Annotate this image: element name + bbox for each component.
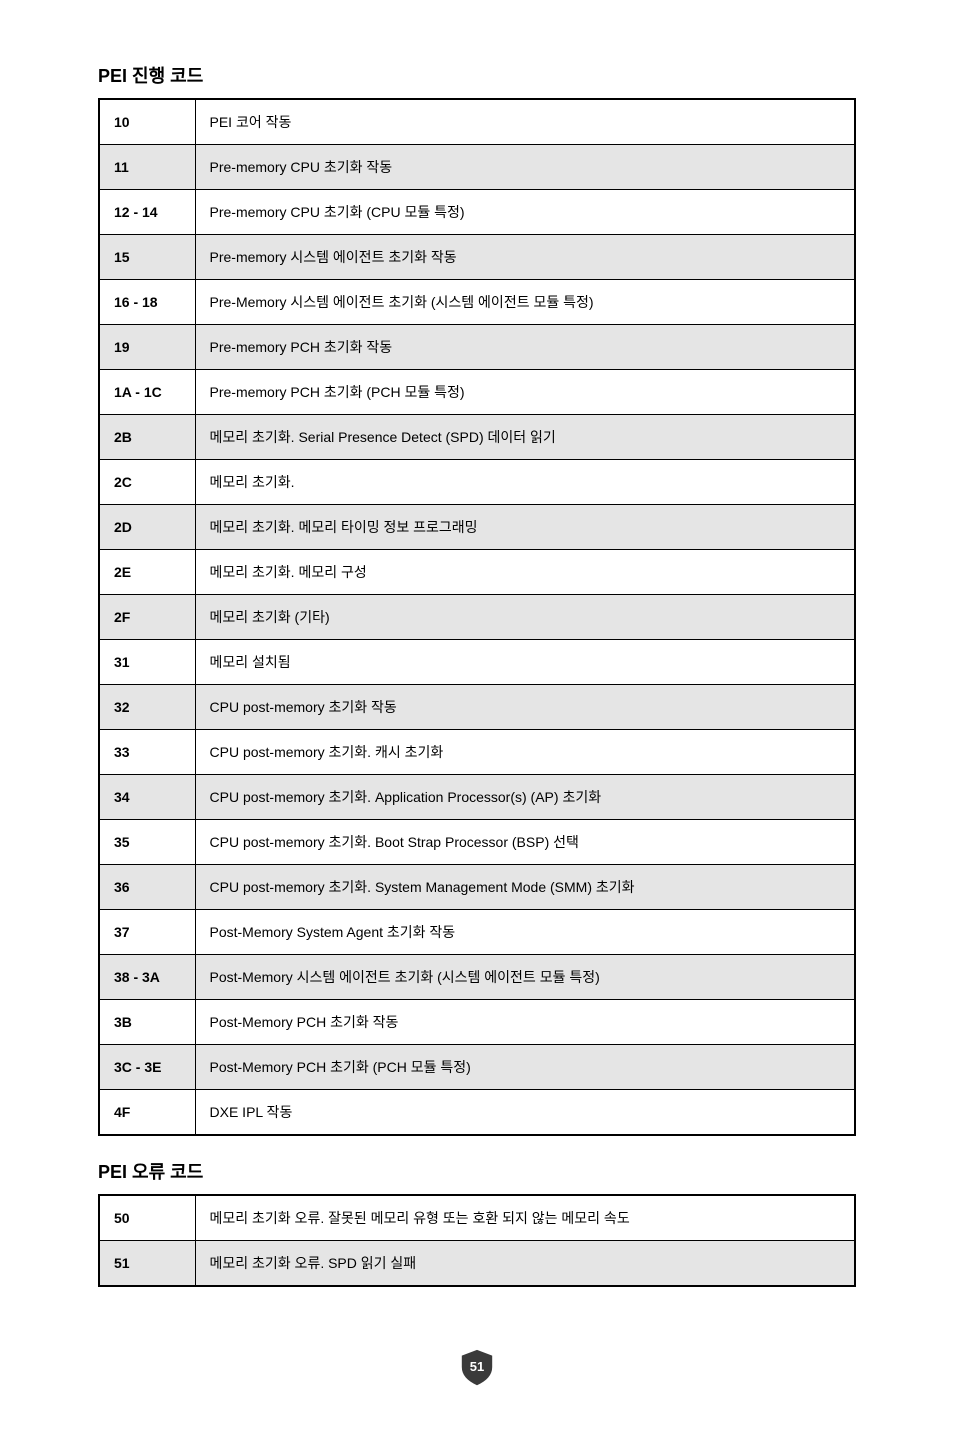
desc-cell: Pre-Memory 시스템 에이전트 초기화 (시스템 에이전트 모듈 특정): [195, 280, 855, 325]
desc-cell: 메모리 초기화 오류. SPD 읽기 실패: [195, 1241, 855, 1287]
code-cell: 4F: [99, 1090, 195, 1136]
table-row: 38 - 3APost-Memory 시스템 에이전트 초기화 (시스템 에이전…: [99, 955, 855, 1000]
table-row: 2E메모리 초기화. 메모리 구성: [99, 550, 855, 595]
code-cell: 33: [99, 730, 195, 775]
desc-cell: 메모리 초기화 오류. 잘못된 메모리 유형 또는 호환 되지 않는 메모리 속…: [195, 1195, 855, 1241]
pei-error-title: PEI 오류 코드: [98, 1158, 856, 1184]
desc-cell: Pre-memory CPU 초기화 (CPU 모듈 특정): [195, 190, 855, 235]
pei-error-tbody: 50메모리 초기화 오류. 잘못된 메모리 유형 또는 호환 되지 않는 메모리…: [99, 1195, 855, 1286]
desc-cell: DXE IPL 작동: [195, 1090, 855, 1136]
code-cell: 51: [99, 1241, 195, 1287]
code-cell: 2B: [99, 415, 195, 460]
code-cell: 2E: [99, 550, 195, 595]
code-cell: 50: [99, 1195, 195, 1241]
table-row: 1A - 1CPre-memory PCH 초기화 (PCH 모듈 특정): [99, 370, 855, 415]
code-cell: 1A - 1C: [99, 370, 195, 415]
desc-cell: 메모리 설치됨: [195, 640, 855, 685]
table-row: 4FDXE IPL 작동: [99, 1090, 855, 1136]
table-row: 33CPU post-memory 초기화. 캐시 초기화: [99, 730, 855, 775]
table-row: 37Post-Memory System Agent 초기화 작동: [99, 910, 855, 955]
code-cell: 2D: [99, 505, 195, 550]
desc-cell: 메모리 초기화.: [195, 460, 855, 505]
code-cell: 2F: [99, 595, 195, 640]
code-cell: 35: [99, 820, 195, 865]
table-row: 3BPost-Memory PCH 초기화 작동: [99, 1000, 855, 1045]
table-row: 16 - 18Pre-Memory 시스템 에이전트 초기화 (시스템 에이전트…: [99, 280, 855, 325]
desc-cell: Post-Memory System Agent 초기화 작동: [195, 910, 855, 955]
code-cell: 16 - 18: [99, 280, 195, 325]
desc-cell: Post-Memory 시스템 에이전트 초기화 (시스템 에이전트 모듈 특정…: [195, 955, 855, 1000]
desc-cell: 메모리 초기화 (기타): [195, 595, 855, 640]
desc-cell: 메모리 초기화. 메모리 구성: [195, 550, 855, 595]
table-row: 34CPU post-memory 초기화. Application Proce…: [99, 775, 855, 820]
code-cell: 10: [99, 99, 195, 145]
desc-cell: PEI 코어 작동: [195, 99, 855, 145]
table-row: 35CPU post-memory 초기화. Boot Strap Proces…: [99, 820, 855, 865]
table-row: 15Pre-memory 시스템 에이전트 초기화 작동: [99, 235, 855, 280]
code-cell: 2C: [99, 460, 195, 505]
table-row: 19Pre-memory PCH 초기화 작동: [99, 325, 855, 370]
table-row: 3C - 3EPost-Memory PCH 초기화 (PCH 모듈 특정): [99, 1045, 855, 1090]
pei-progress-tbody: 10PEI 코어 작동11Pre-memory CPU 초기화 작동12 - 1…: [99, 99, 855, 1135]
table-row: 12 - 14Pre-memory CPU 초기화 (CPU 모듈 특정): [99, 190, 855, 235]
desc-cell: CPU post-memory 초기화. Application Process…: [195, 775, 855, 820]
code-cell: 12 - 14: [99, 190, 195, 235]
table-row: 2B메모리 초기화. Serial Presence Detect (SPD) …: [99, 415, 855, 460]
code-cell: 3C - 3E: [99, 1045, 195, 1090]
desc-cell: Pre-memory CPU 초기화 작동: [195, 145, 855, 190]
desc-cell: Pre-memory PCH 초기화 (PCH 모듈 특정): [195, 370, 855, 415]
desc-cell: CPU post-memory 초기화 작동: [195, 685, 855, 730]
pei-progress-table: 10PEI 코어 작동11Pre-memory CPU 초기화 작동12 - 1…: [98, 98, 856, 1136]
table-row: 2D메모리 초기화. 메모리 타이밍 정보 프로그래밍: [99, 505, 855, 550]
desc-cell: CPU post-memory 초기화. System Management M…: [195, 865, 855, 910]
code-cell: 37: [99, 910, 195, 955]
page-number-badge: 51: [458, 1348, 496, 1386]
code-cell: 15: [99, 235, 195, 280]
code-cell: 36: [99, 865, 195, 910]
code-cell: 11: [99, 145, 195, 190]
pei-progress-title: PEI 진행 코드: [98, 62, 856, 88]
table-row: 2C메모리 초기화.: [99, 460, 855, 505]
desc-cell: 메모리 초기화. 메모리 타이밍 정보 프로그래밍: [195, 505, 855, 550]
page-number: 51: [470, 1359, 484, 1374]
table-row: 51메모리 초기화 오류. SPD 읽기 실패: [99, 1241, 855, 1287]
table-row: 11Pre-memory CPU 초기화 작동: [99, 145, 855, 190]
table-row: 31메모리 설치됨: [99, 640, 855, 685]
table-row: 10PEI 코어 작동: [99, 99, 855, 145]
table-row: 50메모리 초기화 오류. 잘못된 메모리 유형 또는 호환 되지 않는 메모리…: [99, 1195, 855, 1241]
code-cell: 34: [99, 775, 195, 820]
table-row: 36CPU post-memory 초기화. System Management…: [99, 865, 855, 910]
desc-cell: Post-Memory PCH 초기화 (PCH 모듈 특정): [195, 1045, 855, 1090]
code-cell: 31: [99, 640, 195, 685]
desc-cell: Pre-memory PCH 초기화 작동: [195, 325, 855, 370]
code-cell: 32: [99, 685, 195, 730]
desc-cell: Pre-memory 시스템 에이전트 초기화 작동: [195, 235, 855, 280]
desc-cell: Post-Memory PCH 초기화 작동: [195, 1000, 855, 1045]
code-cell: 3B: [99, 1000, 195, 1045]
table-row: 32CPU post-memory 초기화 작동: [99, 685, 855, 730]
code-cell: 38 - 3A: [99, 955, 195, 1000]
pei-error-table: 50메모리 초기화 오류. 잘못된 메모리 유형 또는 호환 되지 않는 메모리…: [98, 1194, 856, 1287]
desc-cell: CPU post-memory 초기화. Boot Strap Processo…: [195, 820, 855, 865]
table-row: 2F메모리 초기화 (기타): [99, 595, 855, 640]
desc-cell: 메모리 초기화. Serial Presence Detect (SPD) 데이…: [195, 415, 855, 460]
code-cell: 19: [99, 325, 195, 370]
desc-cell: CPU post-memory 초기화. 캐시 초기화: [195, 730, 855, 775]
